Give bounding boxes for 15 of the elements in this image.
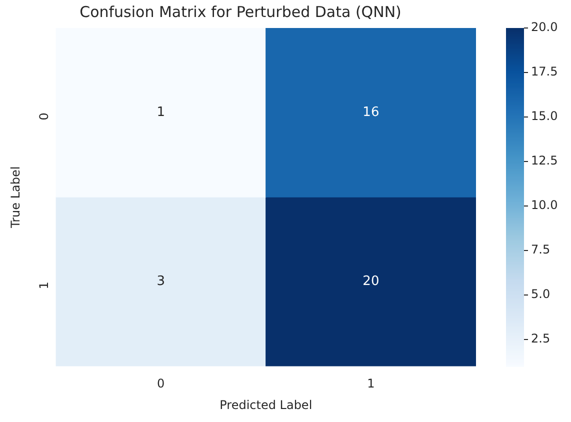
color-bar-label: 7.5 (531, 242, 550, 257)
color-bar-label: 20.0 (531, 20, 558, 34)
data-label: 16 (362, 104, 380, 120)
data-label: 1 (156, 104, 165, 120)
color-bar-label: 5.0 (531, 287, 550, 302)
y-axis-title: True Label (8, 166, 22, 229)
data-label: 3 (156, 274, 165, 290)
color-bar-label: 12.5 (531, 154, 558, 168)
color-bar-label: 10.0 (531, 198, 558, 212)
chart-title: Confusion Matrix for Perturbed Data (QNN) (80, 2, 402, 21)
color-bar-label: 15.0 (531, 109, 558, 124)
data-label: 20 (362, 274, 380, 290)
color-bar-label: 17.5 (531, 64, 558, 79)
x-axis-title: Predicted Label (220, 398, 312, 412)
color-bar-label: 2.5 (531, 332, 550, 346)
